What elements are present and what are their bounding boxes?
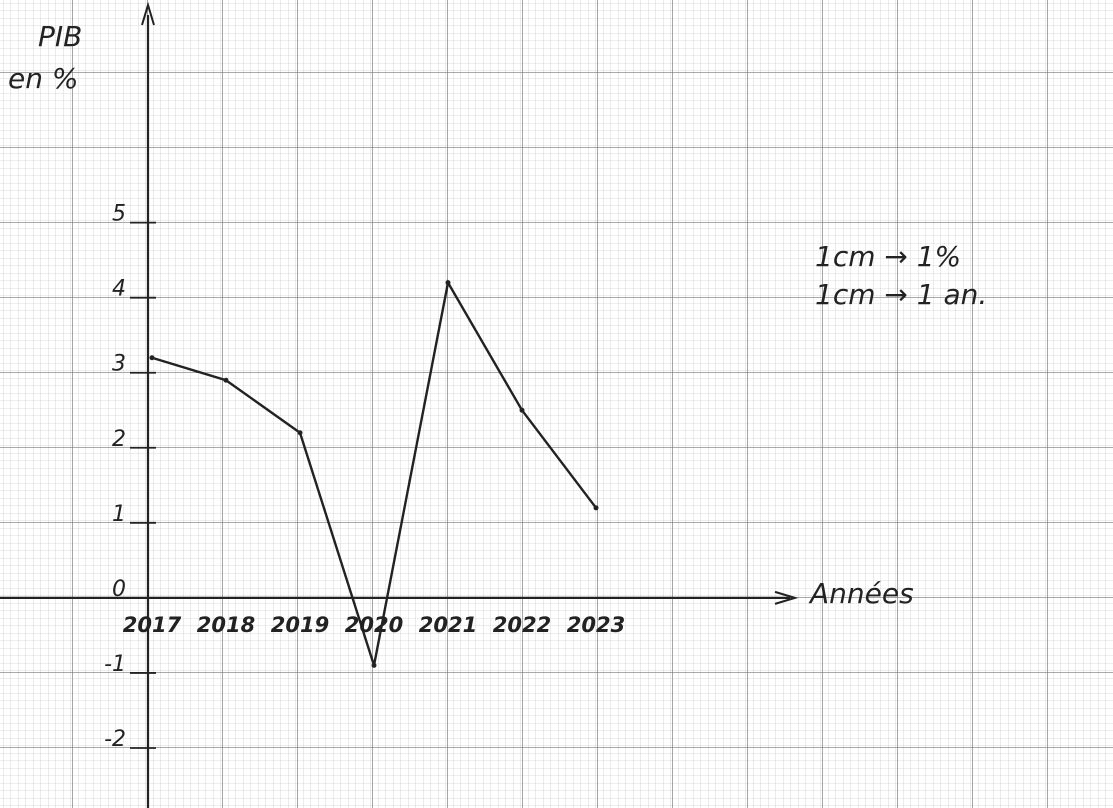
y-tick-label: 0	[112, 577, 126, 602]
x-tick-label: 2022	[493, 613, 551, 637]
graph-paper	[0, 0, 1113, 808]
data-point	[224, 378, 229, 383]
y-tick-label: -1	[104, 652, 126, 677]
y-tick-label: 1	[112, 502, 126, 527]
x-label: Années	[808, 577, 914, 610]
page: {"chart_data": {"type": "line", "y_label…	[0, 0, 1113, 808]
y-label-top: PIB	[38, 20, 82, 53]
data-point	[520, 408, 525, 413]
scale-note: 1cm → 1%	[815, 240, 961, 273]
y-tick-label: 4	[112, 277, 126, 302]
data-point	[372, 663, 377, 668]
x-tick-label: 2017	[123, 613, 182, 637]
y-tick-label: 5	[112, 202, 126, 227]
data-point	[446, 280, 451, 285]
data-point	[150, 355, 155, 360]
y-tick-label: 2	[112, 427, 126, 452]
x-tick-label: 2020	[345, 613, 403, 637]
data-point	[594, 505, 599, 510]
x-tick-label: 2018	[197, 613, 255, 637]
x-tick-label: 2019	[271, 613, 329, 637]
y-tick-label: -2	[104, 727, 126, 752]
y-tick-label: 3	[112, 352, 126, 377]
x-tick-label: 2021	[419, 613, 477, 637]
x-tick-label: 2023	[567, 613, 625, 637]
scale-note: 1cm → 1 an.	[815, 278, 987, 311]
chart: PIB en % Années 1cm → 1% 1cm → 1 an. -2 -…	[0, 0, 1113, 808]
data-point	[298, 430, 303, 435]
y-label-bottom: en %	[8, 62, 78, 95]
